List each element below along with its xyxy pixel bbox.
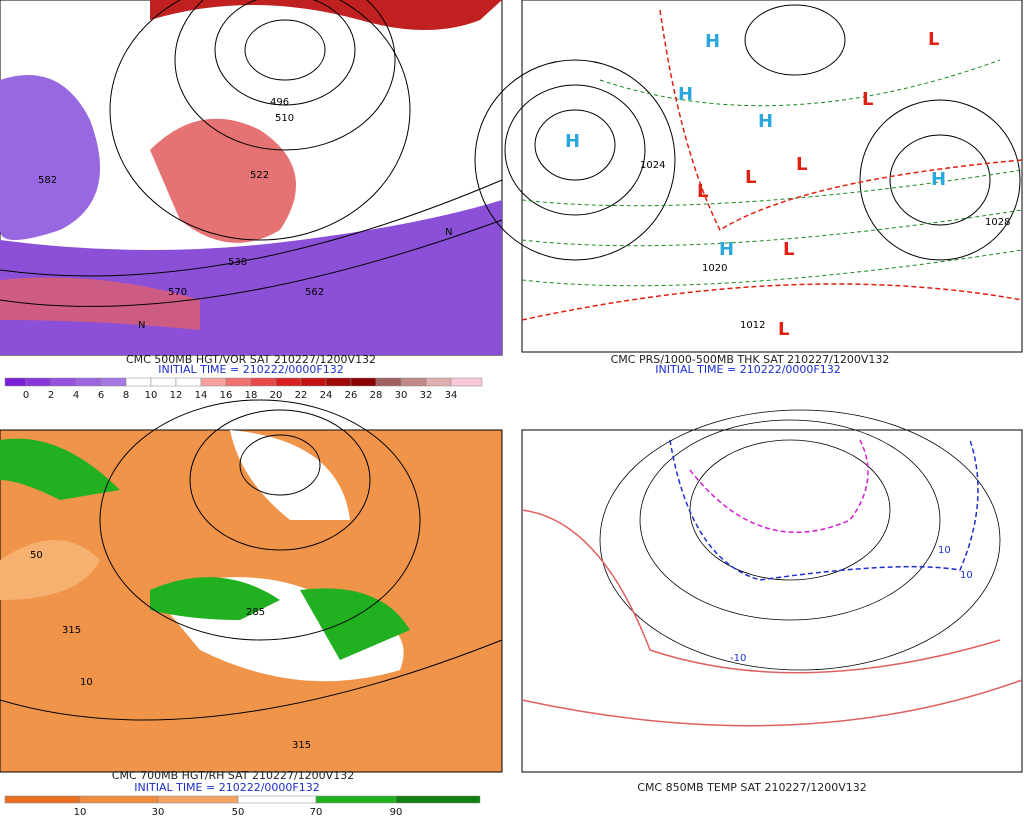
colorbar-label: 24: [320, 390, 333, 401]
contour-label: 10: [80, 677, 93, 688]
colorbar-segment: [50, 377, 77, 387]
low-marker: L: [796, 154, 807, 175]
map-labels: 582 570 562 538 522 496 510 N N H H H H …: [30, 29, 1010, 751]
colorbar-label: 10: [74, 807, 87, 818]
colorbar-segment: [4, 795, 81, 804]
caption: CMC 700MB HGT/RH SAT 210227/1200V132: [112, 769, 354, 782]
isobar-label: 1012: [740, 320, 765, 331]
colorbar-label: 2: [48, 390, 54, 401]
high-marker: H: [931, 169, 946, 190]
contour-label: 50: [30, 550, 43, 561]
colorbar-segment: [4, 377, 27, 387]
map-500mb: [0, 0, 503, 356]
colorbar-label: 16: [220, 390, 233, 401]
colorbar-label: 26: [345, 390, 358, 401]
low-marker: L: [862, 89, 873, 110]
isobar-label: 1028: [985, 217, 1010, 228]
high-marker: H: [758, 111, 773, 132]
isotherm-label: 10: [938, 545, 951, 556]
map-850mb: [521, 409, 1023, 773]
contour-label: 570: [168, 287, 187, 298]
colorbar-segment: [350, 377, 377, 387]
colorbar-segment: [450, 377, 483, 387]
colorbar-label: 0: [23, 390, 29, 401]
high-marker: H: [678, 84, 693, 105]
colorbar-segment: [100, 377, 127, 387]
colorbar-label: 10: [145, 390, 158, 401]
colorbar-segment: [125, 377, 152, 387]
low-marker: L: [745, 167, 756, 188]
colorbar-label: 50: [232, 807, 245, 818]
colorbar-segment: [400, 377, 427, 387]
contour-label: 538: [228, 257, 247, 268]
colorbar-label: 8: [123, 390, 129, 401]
colorbar-segment: [315, 795, 397, 804]
colorbar-label: 6: [98, 390, 104, 401]
colorbar-segment: [225, 377, 252, 387]
isobar-label: 1020: [702, 263, 727, 274]
isotherm-label: -10: [730, 653, 746, 664]
map-pressure: [474, 0, 1023, 353]
initial-time: INITIAL TIME = 210222/0000F132: [655, 363, 840, 376]
colorbar-segment: [157, 795, 239, 804]
low-marker: L: [928, 29, 939, 50]
map-700mb: [0, 399, 503, 773]
low-marker: L: [697, 181, 708, 202]
low-marker: L: [778, 319, 789, 340]
colorbar-segment: [275, 377, 302, 387]
colorbar-label: 22: [295, 390, 308, 401]
high-marker: H: [705, 31, 720, 52]
colorbar-segment: [150, 377, 177, 387]
colorbar-segment: [395, 795, 481, 804]
low-marker: L: [783, 239, 794, 260]
colorbar-label: 32: [420, 390, 433, 401]
contour-label: N: [445, 227, 452, 238]
contour-label: 315: [292, 740, 311, 751]
colorbar-segment: [200, 377, 227, 387]
high-marker: H: [719, 239, 734, 260]
contour-label: 285: [246, 607, 265, 618]
colorbar-label: 12: [170, 390, 183, 401]
colorbar-label: 14: [195, 390, 208, 401]
colorbar-segment: [25, 377, 52, 387]
contour-label: 496: [270, 97, 289, 108]
high-marker: H: [565, 131, 580, 152]
colorbar-segment: [79, 795, 159, 804]
colorbar-segment: [250, 377, 277, 387]
colorbar-label: 18: [245, 390, 258, 401]
contour-label: 510: [275, 113, 294, 124]
contour-label: 562: [305, 287, 324, 298]
colorbar-segment: [325, 377, 352, 387]
colorbar-segment: [237, 795, 317, 804]
caption: CMC 500MB HGT/VOR SAT 210227/1200V132: [126, 353, 376, 366]
contour-label: 582: [38, 175, 57, 186]
colorbar-segment: [175, 377, 202, 387]
colorbar-label: 20: [270, 390, 283, 401]
colorbar-label: 28: [370, 390, 383, 401]
contour-label: N: [138, 320, 145, 331]
colorbar-segment: [75, 377, 102, 387]
initial-time: INITIAL TIME = 210222/0000F132: [134, 781, 319, 794]
colorbar-label: 90: [390, 807, 403, 818]
colorbar-label: 70: [310, 807, 323, 818]
colorbar-segment: [375, 377, 402, 387]
colorbar-segment: [300, 377, 327, 387]
colorbar-segment: [425, 377, 452, 387]
caption: CMC PRS/1000-500MB THK SAT 210227/1200V1…: [611, 353, 890, 366]
colorbar-label: 30: [152, 807, 165, 818]
isotherm-label: 10: [960, 570, 973, 581]
contour-label: 522: [250, 170, 269, 181]
colorbar-label: 4: [73, 390, 79, 401]
caption: CMC 850MB TEMP SAT 210227/1200V132: [637, 781, 866, 794]
initial-time: INITIAL TIME = 210222/0000F132: [158, 363, 343, 376]
isobar-label: 1024: [640, 160, 665, 171]
colorbar-label: 30: [395, 390, 408, 401]
colorbar-label: 34: [445, 390, 458, 401]
contour-label: 315: [62, 625, 81, 636]
